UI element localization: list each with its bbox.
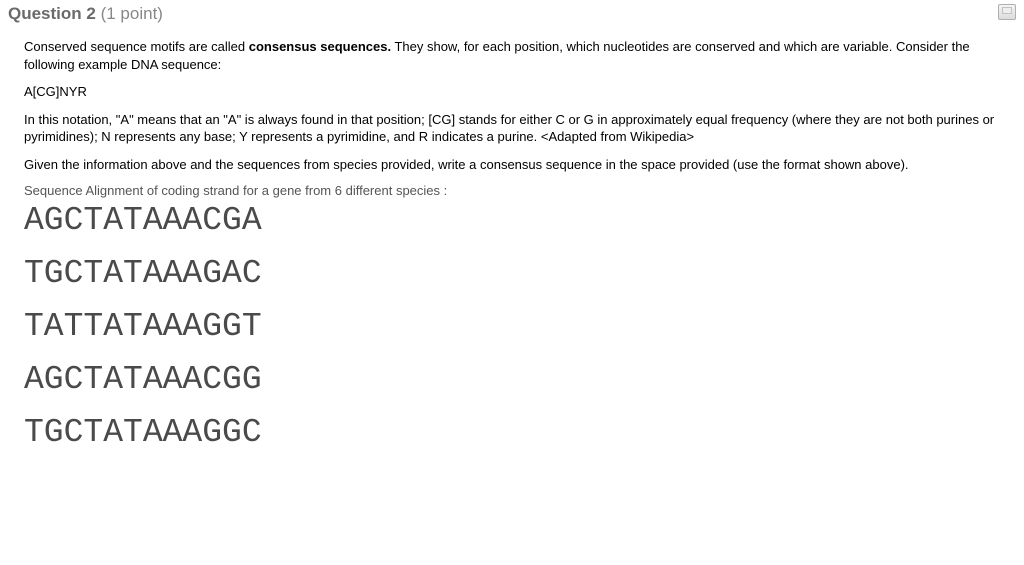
sequence-row: TATTATAAAGGT bbox=[24, 310, 1000, 343]
alignment-subhead: Sequence Alignment of coding strand for … bbox=[24, 183, 1000, 198]
question-title: Question 2 (1 point) bbox=[8, 4, 163, 24]
sequence-list: AGCTATAAACGA TGCTATAAAGAC TATTATAAAGGT A… bbox=[24, 204, 1000, 449]
text-run: Conserved sequence motifs are called bbox=[24, 39, 249, 54]
sequence-row: AGCTATAAACGA bbox=[24, 204, 1000, 237]
question-body: Conserved sequence motifs are called con… bbox=[0, 30, 1024, 449]
sequence-row: TGCTATAAAGGC bbox=[24, 416, 1000, 449]
notation-explanation: In this notation, "A" means that an "A" … bbox=[24, 111, 1000, 146]
sequence-row: TGCTATAAAGAC bbox=[24, 257, 1000, 290]
question-number: Question 2 bbox=[8, 4, 96, 23]
bold-term: consensus sequences. bbox=[249, 39, 391, 54]
sequence-row: AGCTATAAACGG bbox=[24, 363, 1000, 396]
save-icon[interactable] bbox=[998, 4, 1016, 20]
paragraph-intro: Conserved sequence motifs are called con… bbox=[24, 38, 1000, 73]
example-sequence: A[CG]NYR bbox=[24, 83, 1000, 101]
question-points: (1 point) bbox=[101, 4, 163, 23]
instructions: Given the information above and the sequ… bbox=[24, 156, 1000, 174]
question-header: Question 2 (1 point) bbox=[0, 0, 1024, 30]
